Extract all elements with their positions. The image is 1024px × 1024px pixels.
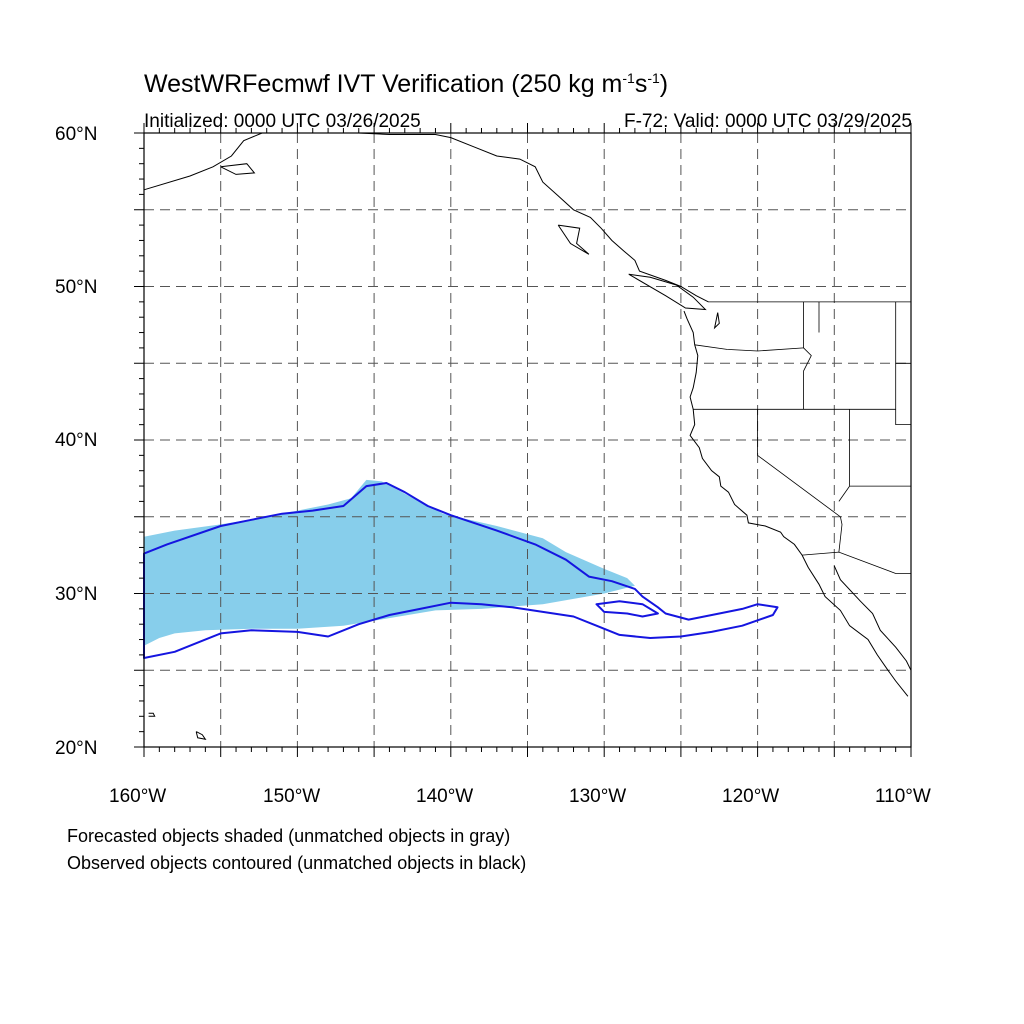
observed-object-contour bbox=[143, 482, 779, 659]
lon-label-110w: 110°W bbox=[875, 786, 931, 807]
map-frame bbox=[143, 132, 912, 748]
coastline bbox=[143, 132, 263, 191]
title-exp1: -1 bbox=[622, 70, 635, 86]
lon-label-140w: 140°W bbox=[416, 786, 474, 807]
coastline bbox=[148, 712, 156, 717]
coastline bbox=[833, 565, 912, 671]
legend-note-forecast: Forecasted objects shaded (unmatched obj… bbox=[67, 826, 511, 846]
map-title: WestWRFecmwf IVT Verification (250 kg m-… bbox=[144, 70, 668, 99]
political-border bbox=[802, 551, 911, 574]
political-border bbox=[895, 363, 911, 426]
coastline bbox=[195, 731, 207, 741]
political-border bbox=[838, 409, 850, 502]
lat-label-30: 30°N bbox=[55, 584, 98, 605]
coastline bbox=[713, 312, 720, 330]
political-border bbox=[694, 344, 804, 352]
axis-ticks bbox=[134, 123, 912, 757]
lon-label-160w: 160°W bbox=[109, 786, 167, 807]
graticule bbox=[144, 133, 911, 747]
title-suffix: ) bbox=[659, 70, 669, 98]
observed-object-contour bbox=[595, 600, 659, 618]
coastline bbox=[358, 132, 709, 303]
coastline bbox=[220, 163, 256, 175]
observed-objects bbox=[143, 482, 779, 659]
political-border bbox=[895, 301, 911, 364]
political-border bbox=[757, 409, 843, 553]
title-exp2: -1 bbox=[647, 70, 660, 86]
coastline bbox=[557, 224, 590, 255]
coastlines bbox=[143, 132, 912, 741]
lon-label-130w: 130°W bbox=[569, 786, 627, 807]
lon-label-150w: 150°W bbox=[263, 786, 321, 807]
forecast-object-shaded bbox=[144, 479, 635, 646]
initialized-time: Initialized: 0000 UTC 03/26/2025 bbox=[144, 111, 421, 132]
valid-time: F-72: Valid: 0000 UTC 03/29/2025 bbox=[624, 111, 912, 132]
forecast-objects bbox=[144, 479, 635, 646]
coastline bbox=[628, 273, 707, 311]
lat-label-60: 60°N bbox=[55, 124, 98, 145]
legend-note-observed: Observed objects contoured (unmatched ob… bbox=[67, 853, 527, 873]
title-mid: s bbox=[634, 70, 648, 98]
lat-label-40: 40°N bbox=[55, 430, 98, 451]
title-prefix: WestWRFecmwf IVT Verification (250 kg m bbox=[144, 70, 623, 98]
lon-label-120w: 120°W bbox=[722, 786, 780, 807]
lat-label-50: 50°N bbox=[55, 277, 98, 298]
political-border bbox=[803, 301, 812, 410]
coastline bbox=[683, 310, 909, 697]
lat-label-20: 20°N bbox=[55, 738, 98, 759]
